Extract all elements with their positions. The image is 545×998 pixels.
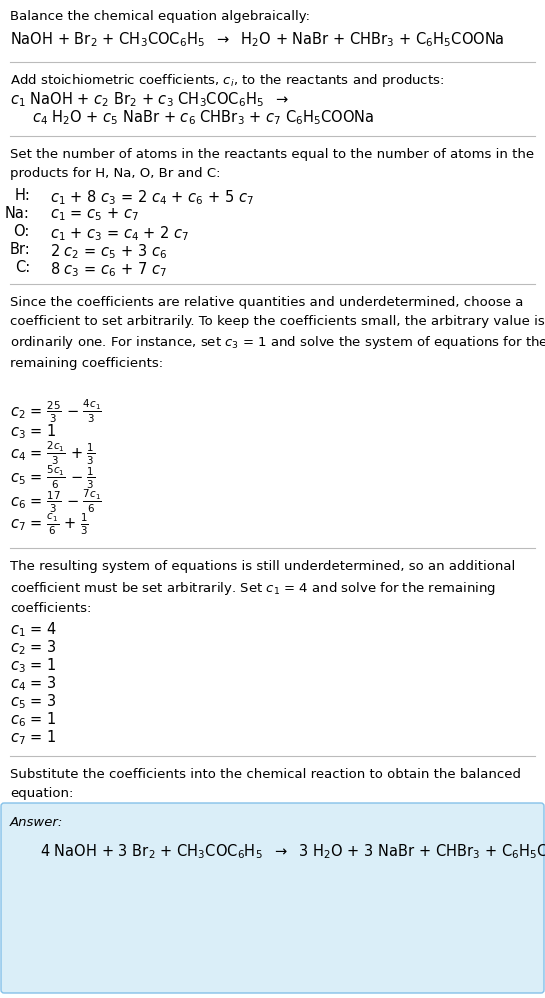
Text: $c_1$ = $c_5$ + $c_7$: $c_1$ = $c_5$ + $c_7$	[50, 206, 139, 223]
FancyBboxPatch shape	[1, 803, 544, 993]
Text: $c_6$ = 1: $c_6$ = 1	[10, 710, 57, 729]
Text: $c_3$ = 1: $c_3$ = 1	[10, 422, 57, 441]
Text: Substitute the coefficients into the chemical reaction to obtain the balanced
eq: Substitute the coefficients into the che…	[10, 768, 521, 799]
Text: $c_6$ = $\frac{17}{3}$ $-$ $\frac{7c_1}{6}$: $c_6$ = $\frac{17}{3}$ $-$ $\frac{7c_1}{…	[10, 488, 102, 515]
Text: O:: O:	[14, 224, 30, 239]
Text: 8 $c_3$ = $c_6$ + 7 $c_7$: 8 $c_3$ = $c_6$ + 7 $c_7$	[50, 260, 167, 278]
Text: The resulting system of equations is still underdetermined, so an additional
coe: The resulting system of equations is sti…	[10, 560, 515, 615]
Text: $c_2$ = 3: $c_2$ = 3	[10, 638, 57, 657]
Text: Br:: Br:	[9, 242, 30, 257]
Text: $c_5$ = $\frac{5c_1}{6}$ $-$ $\frac{1}{3}$: $c_5$ = $\frac{5c_1}{6}$ $-$ $\frac{1}{3…	[10, 464, 95, 491]
Text: 2 $c_2$ = $c_5$ + 3 $c_6$: 2 $c_2$ = $c_5$ + 3 $c_6$	[50, 242, 167, 260]
Text: $c_4$ = $\frac{2c_1}{3}$ + $\frac{1}{3}$: $c_4$ = $\frac{2c_1}{3}$ + $\frac{1}{3}$	[10, 440, 95, 467]
Text: $c_1$ + $c_3$ = $c_4$ + 2 $c_7$: $c_1$ + $c_3$ = $c_4$ + 2 $c_7$	[50, 224, 189, 243]
Text: $c_1$ = 4: $c_1$ = 4	[10, 620, 57, 639]
Text: Set the number of atoms in the reactants equal to the number of atoms in the
pro: Set the number of atoms in the reactants…	[10, 148, 534, 180]
Text: $c_7$ = 1: $c_7$ = 1	[10, 728, 57, 747]
Text: Since the coefficients are relative quantities and underdetermined, choose a
coe: Since the coefficients are relative quan…	[10, 296, 545, 369]
Text: NaOH + Br$_2$ + CH$_3$COC$_6$H$_5$  $\rightarrow$  H$_2$O + NaBr + CHBr$_3$ + C$: NaOH + Br$_2$ + CH$_3$COC$_6$H$_5$ $\rig…	[10, 30, 505, 49]
Text: $c_5$ = 3: $c_5$ = 3	[10, 692, 57, 711]
Text: Na:: Na:	[5, 206, 30, 221]
Text: Answer:: Answer:	[10, 816, 63, 829]
Text: $c_4$ = 3: $c_4$ = 3	[10, 674, 57, 693]
Text: $c_1$ NaOH + $c_2$ Br$_2$ + $c_3$ CH$_3$COC$_6$H$_5$  $\rightarrow$: $c_1$ NaOH + $c_2$ Br$_2$ + $c_3$ CH$_3$…	[10, 90, 289, 109]
Text: $c_4$ H$_2$O + $c_5$ NaBr + $c_6$ CHBr$_3$ + $c_7$ C$_6$H$_5$COONa: $c_4$ H$_2$O + $c_5$ NaBr + $c_6$ CHBr$_…	[32, 108, 374, 127]
Text: Add stoichiometric coefficients, $c_i$, to the reactants and products:: Add stoichiometric coefficients, $c_i$, …	[10, 72, 444, 89]
Text: $c_2$ = $\frac{25}{3}$ $-$ $\frac{4c_1}{3}$: $c_2$ = $\frac{25}{3}$ $-$ $\frac{4c_1}{…	[10, 398, 102, 425]
Text: 4 NaOH + 3 Br$_2$ + CH$_3$COC$_6$H$_5$  $\rightarrow$  3 H$_2$O + 3 NaBr + CHBr$: 4 NaOH + 3 Br$_2$ + CH$_3$COC$_6$H$_5$ $…	[40, 842, 545, 860]
Text: C:: C:	[15, 260, 30, 275]
Text: $c_3$ = 1: $c_3$ = 1	[10, 656, 57, 675]
Text: H:: H:	[14, 188, 30, 203]
Text: $c_1$ + 8 $c_3$ = 2 $c_4$ + $c_6$ + 5 $c_7$: $c_1$ + 8 $c_3$ = 2 $c_4$ + $c_6$ + 5 $c…	[50, 188, 254, 207]
Text: $c_7$ = $\frac{c_1}{6}$ + $\frac{1}{3}$: $c_7$ = $\frac{c_1}{6}$ + $\frac{1}{3}$	[10, 512, 89, 537]
Text: Balance the chemical equation algebraically:: Balance the chemical equation algebraica…	[10, 10, 310, 23]
